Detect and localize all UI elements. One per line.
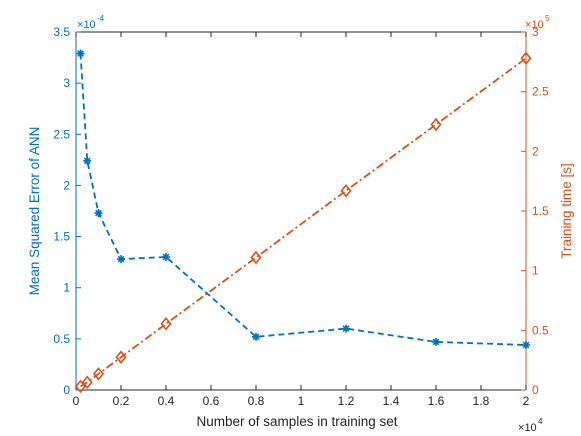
y-left-tick-label: 0 (63, 383, 70, 397)
series-right-point (81, 375, 93, 390)
series-left-point (76, 49, 85, 58)
asterisk-stroke (522, 341, 530, 349)
y-right-tick-label: 1.5 (532, 204, 549, 218)
x-multiplier-times: × (518, 422, 524, 434)
x-multiplier: ×10 4 (518, 417, 543, 434)
svg-text:×10: ×10 (77, 19, 96, 31)
x-multiplier-exp: 4 (538, 417, 543, 426)
series-left-point (252, 332, 260, 341)
asterisk-stroke (252, 333, 260, 341)
y-right-tick-label: 3 (532, 25, 539, 39)
y-right-tick-label: 1 (532, 264, 539, 278)
y-right-tick-label: 2 (532, 144, 539, 158)
y-left-multiplier-times: × (77, 19, 83, 31)
series-left-point (162, 253, 170, 262)
y-left-tick-label: 2 (63, 178, 70, 192)
series-right-point (520, 51, 532, 66)
series-left-point (432, 337, 440, 346)
y-left-multiplier-exp: -4 (97, 14, 105, 23)
y-right-multiplier-exp: 5 (545, 14, 550, 23)
y-right-tick-label: 0.5 (532, 323, 549, 337)
x-tick-label: 1.8 (473, 394, 490, 408)
y-left-tick-label: 0.5 (53, 332, 70, 346)
x-tick-label: 0.8 (248, 394, 265, 408)
asterisk-stroke (95, 209, 102, 217)
series-right-point (340, 183, 352, 198)
svg-text:×10: ×10 (518, 422, 537, 434)
y-right-multiplier-base: 10 (531, 19, 543, 31)
x-tick-label: 0.2 (113, 394, 130, 408)
y-left-multiplier: ×10 -4 (77, 14, 105, 31)
y-left-tick-label: 1 (63, 281, 70, 295)
y-left-tick-label: 1.5 (53, 230, 70, 244)
y-right-tick-label: 0 (532, 383, 539, 397)
series-right-point (74, 379, 87, 394)
series-layer (74, 49, 532, 394)
x-tick-label: 0.6 (203, 394, 220, 408)
y-right-multiplier-times: × (525, 19, 531, 31)
series-right-point (430, 117, 442, 132)
y-left-axis-label: Mean Squared Error of ANN (27, 127, 42, 296)
y-left-multiplier-base: 10 (83, 19, 95, 31)
series-left-point (94, 209, 103, 218)
asterisk-stroke (77, 50, 84, 57)
x-tick-label: 1.2 (338, 394, 355, 408)
series-right-point (92, 367, 105, 381)
series-right-point (115, 350, 127, 364)
series-left-point (342, 324, 350, 333)
axes-layer: 0 0.2 0.4 0.6 0.8 1 1.2 1.4 1.6 1.8 200.511.522.53… (53, 25, 549, 408)
series-right-point (250, 250, 262, 265)
series-left-line (79, 53, 527, 346)
y-right-tick-label: 2.5 (532, 85, 549, 99)
x-tick-label: 2 (523, 394, 530, 408)
y-left-tick-label: 3 (63, 76, 70, 90)
asterisk-stroke (432, 338, 440, 346)
asterisk-stroke (342, 325, 350, 332)
x-multiplier-base: 10 (524, 422, 536, 434)
x-tick-label: 1.6 (428, 394, 445, 408)
series-left-point (117, 255, 125, 264)
x-tick-label: 0.4 (158, 394, 175, 408)
asterisk-stroke (83, 157, 91, 165)
y-left-tick-label: 2.5 (53, 127, 70, 141)
y-right-multiplier: ×10 5 (525, 14, 550, 31)
x-tick-label: 1 (298, 394, 305, 408)
series-left-point (522, 340, 530, 349)
series-left-point (83, 156, 92, 165)
series-right-point (160, 317, 172, 331)
asterisk-stroke (162, 253, 170, 261)
x-tick-label: 1.4 (383, 394, 400, 408)
svg-text:×10: ×10 (525, 19, 544, 31)
asterisk-stroke (117, 255, 125, 263)
x-axis-label: Number of samples in training set (196, 414, 397, 429)
series-right-line (80, 57, 527, 388)
y-left-tick-label: 3.5 (53, 25, 70, 39)
x-tick-label: 0 (73, 394, 80, 408)
y-right-axis-label: Training time [s] (559, 163, 574, 259)
labels-layer: Number of samples in training set Mean S… (27, 14, 574, 434)
